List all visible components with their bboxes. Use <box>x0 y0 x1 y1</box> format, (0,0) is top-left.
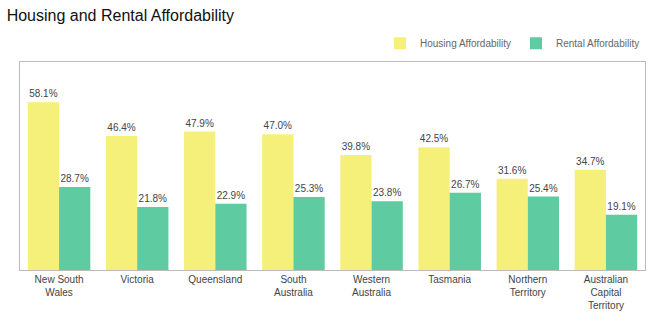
svg-text:AustralianCapitalTerritory: AustralianCapitalTerritory <box>584 274 628 311</box>
svg-text:39.8%: 39.8% <box>342 141 370 152</box>
svg-text:22.9%: 22.9% <box>217 190 245 201</box>
svg-text:26.7%: 26.7% <box>451 179 479 190</box>
svg-text:New SouthWales: New SouthWales <box>35 274 84 298</box>
svg-text:Rental Affordability: Rental Affordability <box>556 38 639 49</box>
svg-text:25.3%: 25.3% <box>295 183 323 194</box>
svg-text:31.6%: 31.6% <box>498 165 526 176</box>
svg-text:47.9%: 47.9% <box>185 118 213 129</box>
svg-text:46.4%: 46.4% <box>107 122 135 133</box>
svg-text:23.8%: 23.8% <box>373 187 401 198</box>
svg-text:19.1%: 19.1% <box>607 201 635 212</box>
svg-text:Victoria: Victoria <box>121 274 155 285</box>
svg-text:SouthAustralia: SouthAustralia <box>274 274 313 298</box>
svg-text:NorthernTerritory: NorthernTerritory <box>508 274 547 298</box>
svg-text:47.0%: 47.0% <box>264 120 292 131</box>
svg-text:Queensland: Queensland <box>188 274 242 285</box>
svg-text:WesternAustralia: WesternAustralia <box>352 274 391 298</box>
svg-text:42.5%: 42.5% <box>420 133 448 144</box>
svg-text:25.4%: 25.4% <box>529 183 557 194</box>
svg-text:21.8%: 21.8% <box>139 193 167 204</box>
svg-text:Housing and Rental Affordabili: Housing and Rental Affordability <box>7 7 234 24</box>
svg-text:28.7%: 28.7% <box>60 173 88 184</box>
svg-text:Housing Affordability: Housing Affordability <box>420 38 511 49</box>
svg-text:Tasmania: Tasmania <box>428 274 471 285</box>
svg-text:34.7%: 34.7% <box>576 156 604 167</box>
svg-text:58.1%: 58.1% <box>29 88 57 99</box>
